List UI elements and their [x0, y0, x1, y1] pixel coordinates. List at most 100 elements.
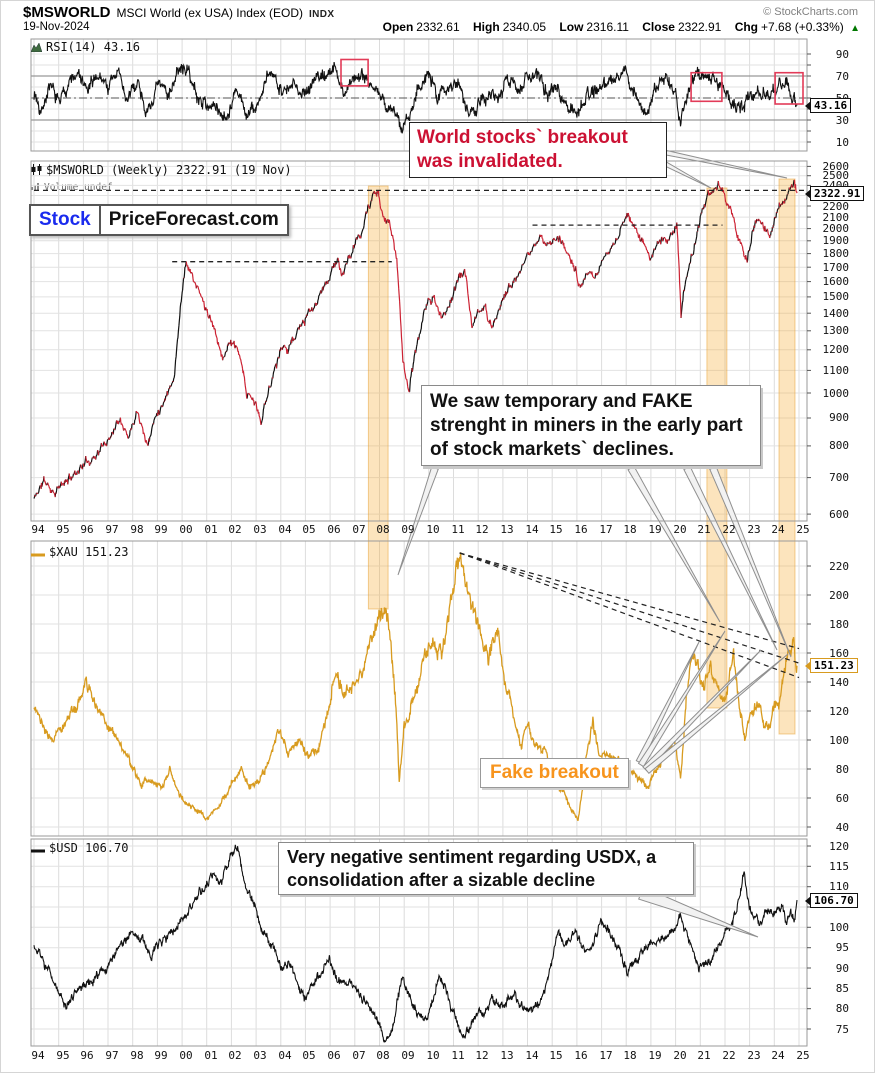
rsi-area-icon [30, 41, 43, 55]
open-label: Open [382, 20, 414, 34]
stockpriceforecast-logo: Stock PriceForecast.com [29, 204, 289, 236]
main-axis-tick-label: 2500 [822, 169, 850, 182]
year-label: 97 [105, 1049, 119, 1062]
up-arrow-icon: ▲ [850, 23, 860, 34]
year-label: 02 [228, 523, 242, 536]
fake-breakout-note: Fake breakout [480, 758, 629, 788]
usd-axis-tick-label: 75 [835, 1023, 849, 1036]
year-label: 98 [130, 523, 144, 536]
usd-legend-label: $USD 106.70 [49, 841, 129, 855]
year-label: 19 [648, 523, 662, 536]
year-label: 11 [451, 523, 465, 536]
main-axis-tick-label: 700 [829, 471, 849, 484]
year-label: 03 [253, 1049, 267, 1062]
main-axis-tick-label: 1100 [822, 364, 850, 377]
year-label: 05 [302, 523, 316, 536]
year-label: 97 [105, 523, 119, 536]
year-label: 09 [401, 1049, 415, 1062]
year-label: 14 [525, 523, 539, 536]
usd-sentiment-note: Very negative sentiment regarding USDX, … [278, 842, 694, 895]
usd-axis-tick-label: 90 [835, 962, 849, 975]
main-axis-tick-label: 2100 [822, 211, 850, 224]
logo-stock: Stock [31, 206, 101, 234]
close-label: Close [642, 20, 675, 34]
year-label: 10 [426, 523, 440, 536]
main-axis-tick-label: 600 [829, 508, 849, 521]
year-label: 04 [278, 523, 292, 536]
low-value: 2316.11 [586, 20, 629, 34]
main-legend: $MSWORLD (Weekly) 2322.91 (19 Nov) [31, 163, 292, 178]
year-label: 95 [56, 523, 70, 536]
volume-bars-icon [31, 182, 40, 193]
usd-axis-tick-label: 110 [829, 880, 849, 893]
year-label: 22 [722, 1049, 736, 1062]
xau-legend-label: $XAU 151.23 [49, 545, 129, 559]
rsi-axis-tick-label: 70 [835, 70, 849, 83]
rsi-axis-tick-label: 90 [835, 48, 849, 61]
usd-axis-tick-label: 95 [835, 941, 849, 954]
year-label: 95 [56, 1049, 70, 1062]
main-axis-tick-label: 800 [829, 439, 849, 452]
main-axis-tick-label: 900 [829, 411, 849, 424]
year-label: 20 [673, 523, 687, 536]
year-label: 06 [327, 523, 341, 536]
rsi-legend-label: RSI(14) 43.16 [46, 40, 140, 54]
header: $MSWORLD MSCI World (ex USA) Index (EOD) I… [23, 4, 334, 22]
xau-axis-tick-label: 160 [829, 647, 849, 660]
year-label: 15 [549, 523, 563, 536]
main-axis-tick-label: 1000 [822, 387, 850, 400]
xau-line-icon [31, 546, 45, 560]
volume-legend-label: Volume undef [44, 182, 113, 193]
year-label: 24 [771, 523, 785, 536]
year-label: 23 [747, 523, 761, 536]
xau-axis-tick-label: 80 [835, 763, 849, 776]
year-label: 12 [475, 523, 489, 536]
year-label: 16 [574, 523, 588, 536]
logo-priceforecast: PriceForecast.com [108, 209, 279, 230]
main-axis-tick-label: 1800 [822, 247, 850, 260]
year-label: 25 [796, 1049, 810, 1062]
year-label: 99 [154, 1049, 168, 1062]
xau-axis-tick-label: 180 [829, 618, 849, 631]
year-label: 96 [80, 523, 94, 536]
usd-axis-tick-label: 120 [829, 840, 849, 853]
year-label: 94 [31, 1049, 45, 1062]
price-value-tag: 2322.91 [804, 186, 865, 201]
year-label: 16 [574, 1049, 588, 1062]
xau-axis-tick-label: 100 [829, 734, 849, 747]
year-label: 03 [253, 523, 267, 536]
xau-value-tag: 151.23 [805, 658, 858, 673]
page-title: $MSWORLD [23, 4, 111, 21]
breakout-invalidated-note: World stocks` breakout was invalidated. [409, 122, 667, 178]
index-name: MSCI World (ex USA) Index (EOD) [116, 6, 303, 20]
year-label: 96 [80, 1049, 94, 1062]
year-label: 94 [31, 523, 45, 536]
main-legend-label: $MSWORLD (Weekly) 2322.91 (19 Nov) [46, 163, 292, 177]
year-label: 14 [525, 1049, 539, 1062]
year-label: 19 [648, 1049, 662, 1062]
usd-axis-tick-label: 80 [835, 1002, 849, 1015]
stockcharts-watermark: © StockCharts.com [763, 6, 858, 18]
main-axis-tick-label: 1500 [822, 290, 850, 303]
year-label: 02 [228, 1049, 242, 1062]
high-value: 2340.05 [502, 20, 547, 34]
candlestick-icon [31, 163, 42, 178]
xau-axis-tick-label: 120 [829, 705, 849, 718]
volume-legend: Volume undef [31, 182, 113, 193]
year-label: 01 [204, 1049, 218, 1062]
year-label: 10 [426, 1049, 440, 1062]
year-label: 09 [401, 523, 415, 536]
year-label: 17 [599, 523, 613, 536]
year-label: 21 [697, 1049, 711, 1062]
rsi-legend: RSI(14) 43.16 [30, 40, 140, 55]
year-label: 13 [500, 523, 514, 536]
xau-axis-tick-label: 220 [829, 560, 849, 573]
usd-line-icon [31, 842, 45, 856]
main-axis-tick-label: 1300 [822, 324, 850, 337]
year-label: 17 [599, 1049, 613, 1062]
high-label: High [473, 20, 500, 34]
date-label: 19-Nov-2024 [23, 21, 90, 33]
year-label: 24 [771, 1049, 785, 1062]
low-label: Low [559, 20, 584, 34]
